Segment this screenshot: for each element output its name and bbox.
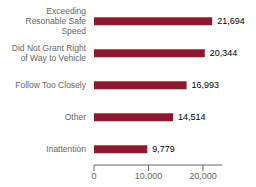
svg-text:Other: Other (65, 112, 86, 122)
svg-text:20,000: 20,000 (189, 171, 217, 181)
svg-text:ExceedingResonable SafeSpeed: ExceedingResonable SafeSpeed (26, 6, 87, 36)
svg-text:16,993: 16,993 (192, 80, 220, 90)
svg-text:0: 0 (91, 171, 96, 181)
svg-text:9,779: 9,779 (152, 144, 175, 154)
svg-text:10,000: 10,000 (135, 171, 163, 181)
svg-text:Follow Too Closely: Follow Too Closely (15, 80, 86, 90)
svg-text:Inattention: Inattention (46, 144, 86, 154)
svg-text:Did Not Grant Rightof Way to V: Did Not Grant Rightof Way to Vehicle (12, 43, 87, 63)
svg-text:21,694: 21,694 (217, 16, 245, 26)
svg-text:20,344: 20,344 (210, 48, 238, 58)
svg-text:14,514: 14,514 (178, 112, 206, 122)
